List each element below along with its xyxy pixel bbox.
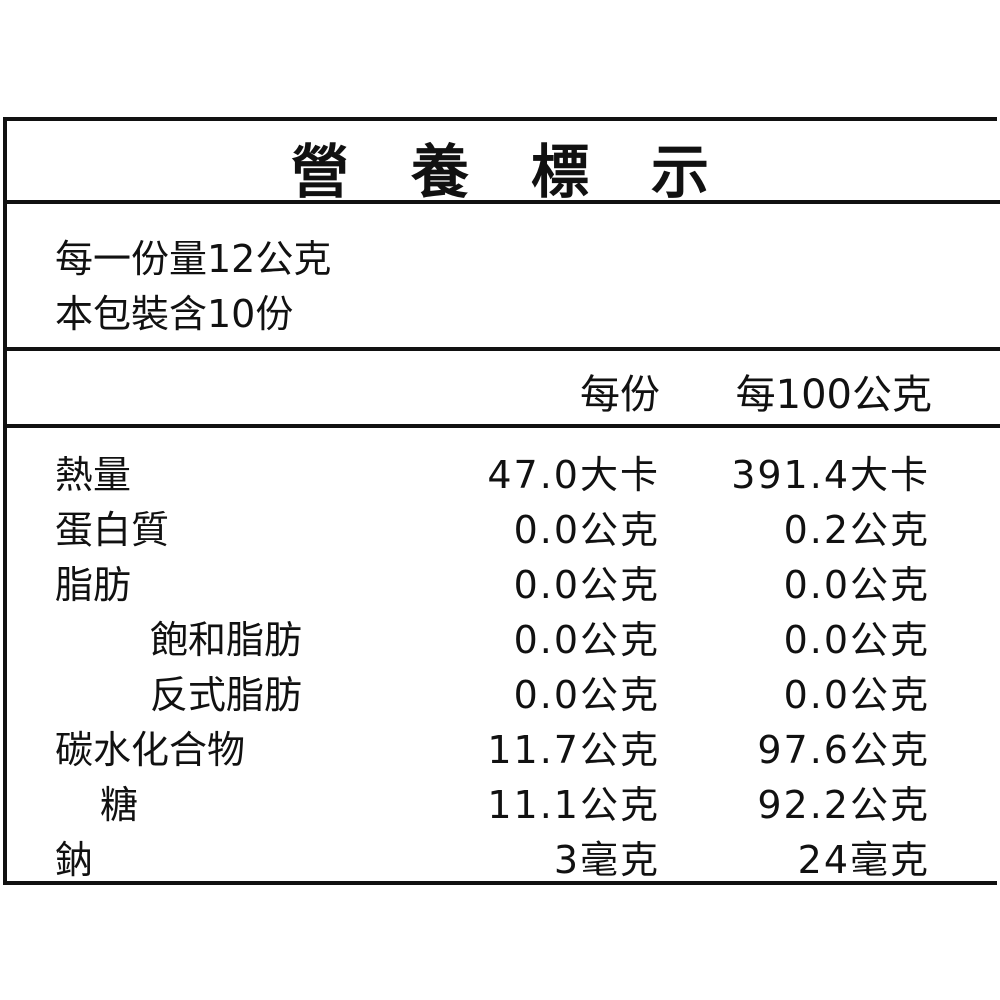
column-header-per-100g: 每100公克 — [735, 372, 932, 418]
per-100g-value: 0.2公克 — [783, 508, 930, 552]
per-100g-value: 92.2公克 — [757, 783, 930, 827]
divider — [3, 347, 1000, 351]
nutrient-label: 反式脂肪 — [150, 673, 303, 717]
nutrient-label: 碳水化合物 — [55, 728, 246, 772]
label-title: 營養標示 — [290, 138, 771, 206]
per-serving-value: 0.0公克 — [513, 508, 660, 552]
nutrient-row: 糖 11.1公克 92.2公克 — [0, 774, 1000, 829]
servings-per-package: 本包裝含10份 — [55, 292, 294, 336]
nutrient-label: 糖 — [100, 783, 139, 827]
nutrient-label: 蛋白質 — [55, 508, 170, 552]
per-serving-value: 3毫克 — [553, 838, 660, 882]
per-serving-value: 0.0公克 — [513, 618, 660, 662]
per-serving-value: 11.1公克 — [487, 783, 660, 827]
per-100g-value: 0.0公克 — [783, 618, 930, 662]
nutrient-label: 鈉 — [55, 838, 94, 882]
nutrient-row: 鈉 3毫克 24毫克 — [0, 829, 1000, 884]
nutrient-row: 反式脂肪 0.0公克 0.0公克 — [0, 664, 1000, 719]
per-100g-value: 24毫克 — [797, 838, 930, 882]
per-100g-value: 0.0公克 — [783, 673, 930, 717]
serving-size: 每一份量12公克 — [55, 237, 332, 281]
nutrient-row: 脂肪 0.0公克 0.0公克 — [0, 554, 1000, 609]
per-serving-value: 0.0公克 — [513, 563, 660, 607]
column-header-per-serving: 每份 — [580, 372, 660, 418]
per-100g-value: 0.0公克 — [783, 563, 930, 607]
nutrient-label: 飽和脂肪 — [150, 618, 303, 662]
nutrition-label-frame — [3, 117, 997, 885]
per-100g-value: 391.4大卡 — [731, 453, 930, 497]
nutrient-row: 碳水化合物 11.7公克 97.6公克 — [0, 719, 1000, 774]
nutrient-row: 飽和脂肪 0.0公克 0.0公克 — [0, 609, 1000, 664]
per-100g-value: 97.6公克 — [757, 728, 930, 772]
nutrient-label: 熱量 — [55, 453, 132, 497]
nutrient-row: 蛋白質 0.0公克 0.2公克 — [0, 499, 1000, 554]
divider — [3, 424, 1000, 428]
per-serving-value: 11.7公克 — [487, 728, 660, 772]
nutrient-label: 脂肪 — [55, 563, 132, 607]
nutrient-row: 熱量 47.0大卡 391.4大卡 — [0, 444, 1000, 499]
per-serving-value: 0.0公克 — [513, 673, 660, 717]
divider — [3, 200, 1000, 204]
per-serving-value: 47.0大卡 — [487, 453, 660, 497]
